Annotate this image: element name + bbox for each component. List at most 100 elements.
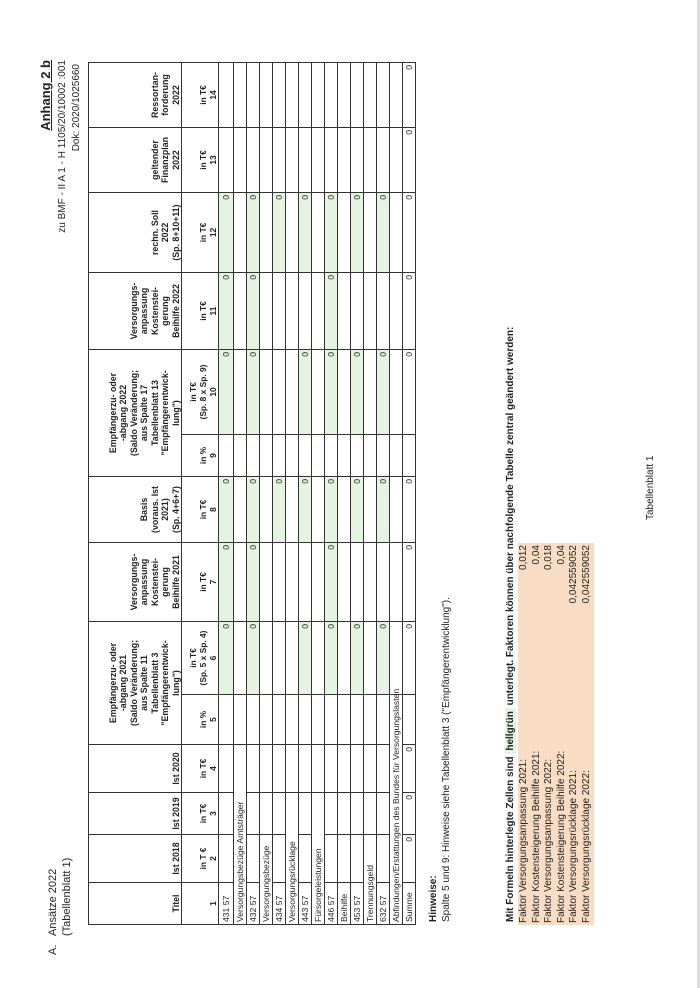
column-header: Empfängerzu- oder -abgang 2022 (Saldo Ve… [88, 349, 182, 477]
column-unit: in % [198, 446, 208, 465]
table-cell: 0 [324, 192, 338, 273]
table-cell [337, 834, 351, 883]
category-label: Beihilfe [337, 882, 351, 925]
category-row: Abfindungen/Erstattungen des Bundes für … [389, 62, 403, 925]
table-cell [233, 192, 247, 273]
category-row: Beihilfe [337, 62, 351, 925]
table-cell [324, 834, 338, 883]
column-header: Basis (voraus. Ist 2021) (Sp. 4+6+7) [88, 476, 182, 543]
column-header: geltender Finanzplan 2022 [88, 127, 182, 193]
table-cell [311, 476, 325, 543]
document-number: Dok: 2020/1025660 [71, 64, 82, 152]
table-cell [337, 62, 351, 128]
column-header: Versorgungs- anpassung Kostenstei- gerun… [88, 542, 182, 622]
table-cell: 0 [402, 349, 416, 435]
column-unit: in T€ [198, 803, 208, 824]
titel-cell: 632 57 [376, 882, 390, 925]
table-cell [259, 349, 273, 435]
column-number: 5 [208, 717, 218, 722]
table-cell [246, 694, 260, 745]
table-cell [350, 834, 364, 883]
column-unit-cell: in T€ 8 [181, 476, 219, 543]
table-cell [285, 127, 299, 193]
column-unit: in T€ [198, 572, 208, 592]
table-row: 443 57 0 0 0 0 [298, 62, 312, 925]
table-cell [246, 792, 260, 835]
column-unit-cell: in T€ 11 [181, 272, 219, 350]
table-cell [285, 542, 299, 622]
column-unit-cell: in T€ 7 [181, 542, 219, 622]
table-cell [311, 192, 325, 273]
table-cell [233, 694, 247, 745]
table-cell [233, 62, 247, 128]
table-cell: 0 [298, 621, 312, 695]
table-cell [376, 744, 390, 793]
category-label: Versorgungsrücklage [285, 792, 299, 925]
table-cell [363, 349, 377, 435]
table-cell [272, 434, 286, 477]
table-cell [233, 349, 247, 435]
table-row: 453 57 0 0 0 0 [350, 62, 364, 925]
column-header: Ist 2020 [88, 744, 182, 793]
table-row: 431 57 0 0 0 0 0 0 [218, 62, 234, 925]
column-unit-cell: in T€ (Sp. 8 x Sp. 9) 10 [181, 349, 219, 435]
table-cell [285, 272, 299, 350]
table-cell: 0 [298, 349, 312, 435]
titel-cell: 431 57 [218, 882, 234, 925]
table-cell: 0 [218, 542, 234, 622]
page-subtitle: (Tabellenblatt 1) [61, 857, 73, 936]
table-cell: 0 [324, 272, 338, 350]
table-cell [259, 192, 273, 273]
factor-label: Faktor Versorgungsanpassung 2022: [543, 759, 555, 923]
table-cell [324, 62, 338, 128]
table-cell: 0 [324, 621, 338, 695]
table-cell [389, 272, 403, 350]
factor-label: Faktor Versorgungsrücklage 2021: [568, 770, 580, 923]
table-cell [324, 744, 338, 793]
table-cell [376, 542, 390, 622]
table-cell [311, 272, 325, 350]
table-cell: 0 [350, 621, 364, 695]
table-cell: 0 [376, 192, 390, 273]
column-header: Ist 2018 [88, 834, 182, 883]
table-cell [285, 192, 299, 273]
factor-value: 0,04 [530, 545, 542, 565]
table-cell: 0 [350, 192, 364, 273]
table-cell [376, 694, 390, 745]
notes-text: Spalte 5 und 9: Hinweise siehe Tabellenb… [441, 597, 452, 922]
column-unit-cell: in T€ (Sp. 5 x Sp. 4) 6 [181, 621, 219, 695]
column-header: Versorgungs- anpassung Kostenstei- gerun… [88, 272, 182, 350]
table-cell [376, 127, 390, 193]
table-cell [285, 434, 299, 477]
factor-row: Faktor Versorgungsanpassung 2022: 0,018 [543, 543, 556, 925]
table-cell [363, 434, 377, 477]
table-cell [389, 621, 403, 695]
column-number: 10 [208, 387, 218, 397]
table-cell: 0 [402, 192, 416, 273]
table-cell [233, 434, 247, 477]
table-cell [389, 434, 403, 477]
table-cell [363, 792, 377, 835]
table-cell [363, 542, 377, 622]
table-cell: 0 [246, 349, 260, 435]
table-cell [272, 272, 286, 350]
table-cell [363, 127, 377, 193]
table-cell [324, 434, 338, 477]
column-number: 12 [208, 227, 218, 238]
table-cell: 0 [324, 542, 338, 622]
table-cell [298, 434, 312, 477]
column-number: 8 [208, 507, 218, 512]
table-row: Summe 0 0 0 0 0 0 0 0 0 0 0 [402, 62, 416, 925]
table-cell [389, 349, 403, 435]
table-cell [389, 476, 403, 543]
table-cell [376, 834, 390, 883]
table-row: 446 57 0 0 0 0 0 0 [324, 62, 338, 925]
table-cell: 0 [402, 744, 416, 793]
table-cell [298, 272, 312, 350]
table-cell: 0 [272, 192, 286, 273]
table-cell [363, 272, 377, 350]
table-cell: 0 [324, 476, 338, 543]
table-cell [311, 621, 325, 695]
titel-cell: 432 57 [246, 882, 260, 925]
table-cell [376, 272, 390, 350]
